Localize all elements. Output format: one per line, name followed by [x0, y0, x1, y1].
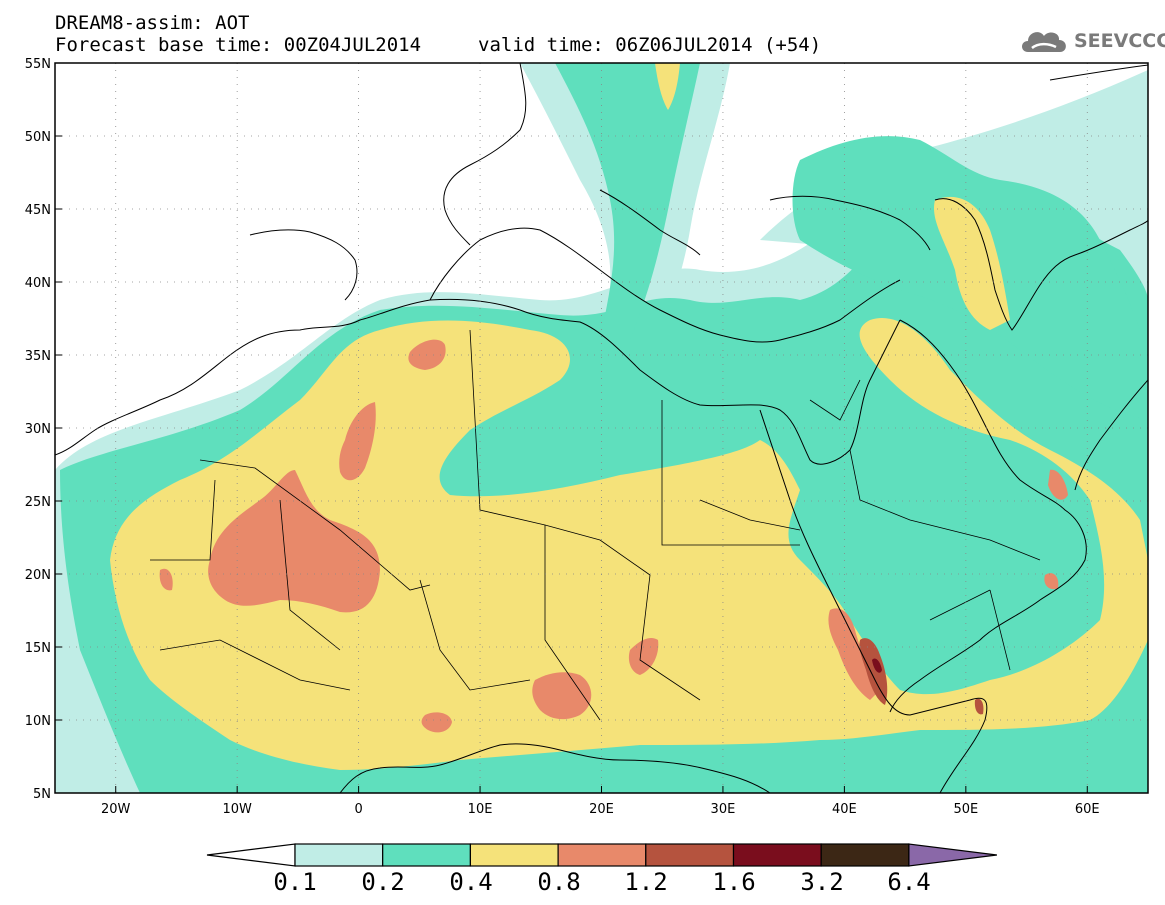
lat-label: 25N — [25, 495, 51, 510]
valid-time: valid time: 06Z06JUL2014 (+54) — [478, 34, 822, 56]
aot-level-1-2 — [859, 638, 984, 715]
colorbar-swatch — [294, 843, 384, 867]
latitude-labels: 55N 50N 45N 40N 35N 30N 25N 20N 15N 10N 5N — [25, 57, 62, 802]
lon-label: 50E — [953, 802, 978, 817]
colorbar-label: 1.2 — [624, 868, 668, 896]
cloud-icon — [1022, 32, 1066, 52]
lon-label: 0 — [354, 802, 362, 817]
lon-label: 10W — [222, 802, 252, 817]
gridlines — [55, 63, 1148, 793]
lat-label: 55N — [25, 57, 51, 72]
colorbar-swatch — [469, 843, 559, 867]
colorbar-label: 0.4 — [449, 868, 493, 896]
lon-label: 40E — [832, 802, 857, 817]
lon-label: 60E — [1075, 802, 1100, 817]
lat-label: 10N — [25, 714, 51, 729]
lat-label: 5N — [33, 787, 51, 802]
logo-text: SEEVCCC — [1074, 30, 1165, 52]
lat-label: 20N — [25, 568, 51, 583]
seevccc-logo: SEEVCCC — [1018, 24, 1165, 58]
forecast-base-time: Forecast base time: 00Z04JUL2014 — [55, 34, 422, 56]
lat-label: 35N — [25, 349, 51, 364]
lon-label: 20W — [101, 802, 131, 817]
longitude-labels: 20W 10W 0 10E 20E 30E 40E 50E 60E — [101, 786, 1100, 817]
colorbar-max-arrow — [908, 843, 997, 867]
chart-title: DREAM8-assim: AOT — [55, 12, 250, 34]
lat-label: 45N — [25, 203, 51, 218]
colorbar-min-arrow — [206, 843, 296, 867]
colorbar-label: 1.6 — [712, 868, 756, 896]
aot-level-1-6 — [872, 658, 882, 673]
colorbar-swatch — [732, 843, 822, 867]
lon-label: 10E — [468, 802, 493, 817]
colorbar-swatch — [382, 843, 472, 867]
lat-label: 50N — [25, 130, 51, 145]
borders — [150, 329, 1041, 721]
lat-label: 15N — [25, 641, 51, 656]
lon-label: 20E — [589, 802, 614, 817]
colorbar-label: 0.8 — [537, 868, 581, 896]
lon-label: 30E — [711, 802, 736, 817]
lat-label: 40N — [25, 276, 51, 291]
colorbar-label: 6.4 — [887, 868, 931, 896]
colorbar-swatch — [645, 843, 735, 867]
colorbar-swatch — [820, 843, 910, 867]
colorbar-label: 3.2 — [800, 868, 844, 896]
colorbar-label: 0.1 — [273, 868, 317, 896]
colorbar-swatch — [557, 843, 647, 867]
colorbar — [206, 843, 997, 867]
coastlines — [55, 63, 1148, 793]
lat-label: 30N — [25, 422, 51, 437]
colorbar-label: 0.2 — [361, 868, 405, 896]
